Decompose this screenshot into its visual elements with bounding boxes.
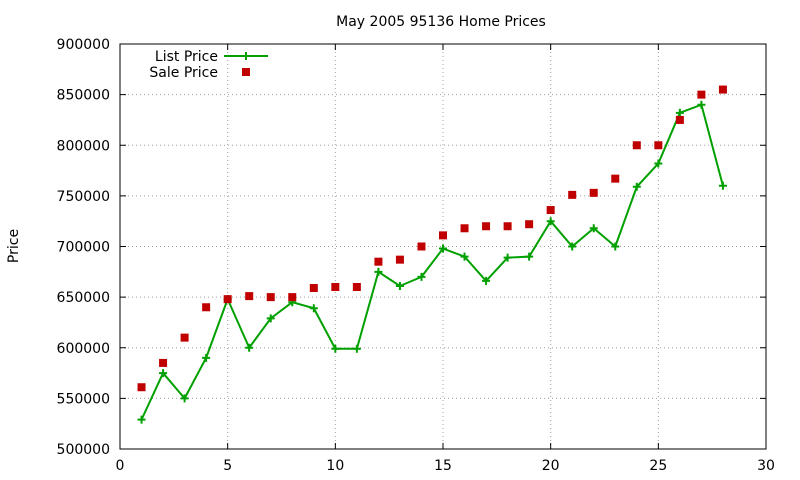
y-tick-label: 600000 bbox=[57, 341, 110, 357]
legend-item-sale-price: Sale Price bbox=[149, 65, 250, 81]
y-tick-label: 900000 bbox=[57, 37, 110, 53]
sale-price-point bbox=[632, 141, 641, 150]
sale-price-point bbox=[439, 231, 447, 240]
list-price-point bbox=[202, 353, 211, 362]
sale-price-point bbox=[137, 383, 146, 392]
x-tick-label: 0 bbox=[116, 458, 125, 474]
x-tick-label: 20 bbox=[542, 458, 560, 474]
list-price-point bbox=[482, 276, 491, 285]
list-price-point bbox=[331, 344, 340, 353]
series-layer bbox=[137, 85, 727, 424]
x-tick-label: 10 bbox=[326, 458, 344, 474]
x-tick-label: 5 bbox=[223, 458, 232, 474]
sale-price-point bbox=[202, 303, 211, 312]
list-price-point bbox=[266, 314, 275, 323]
sale-price-point bbox=[589, 188, 598, 197]
y-tick-label: 800000 bbox=[57, 138, 110, 154]
list-price-point bbox=[546, 217, 555, 226]
list-price-point bbox=[697, 100, 706, 109]
y-tick-label: 500000 bbox=[57, 442, 110, 458]
legend-marker bbox=[242, 52, 250, 60]
legend-marker bbox=[242, 68, 250, 76]
list-price-point bbox=[309, 304, 318, 313]
sale-price-point bbox=[374, 257, 383, 266]
y-tick-label: 700000 bbox=[57, 240, 110, 256]
list-price-point bbox=[611, 242, 620, 251]
list-price-point bbox=[352, 344, 361, 353]
sale-price-point bbox=[417, 242, 426, 251]
legend-label: Sale Price bbox=[149, 65, 218, 81]
sale-price-point bbox=[180, 333, 189, 342]
axis-layer: 500000 550000 600000 650000 700000 750000 8000… bbox=[57, 37, 775, 474]
y-tick-label: 650000 bbox=[57, 290, 110, 306]
list-price-point bbox=[245, 343, 254, 352]
list-price-point bbox=[460, 252, 469, 261]
sale-price-point bbox=[245, 292, 254, 301]
list-price-point bbox=[589, 224, 598, 233]
y-tick-label: 850000 bbox=[57, 88, 110, 104]
list-price-point bbox=[632, 182, 641, 191]
list-price-point bbox=[417, 272, 426, 281]
y-axis-label: Price bbox=[6, 229, 22, 263]
list-price-point bbox=[180, 394, 189, 403]
sale-price-point bbox=[697, 90, 706, 99]
list-price-point bbox=[439, 244, 447, 253]
sale-price-series bbox=[137, 85, 727, 392]
sale-price-point bbox=[611, 174, 620, 183]
list-price-point bbox=[374, 267, 383, 276]
list-price-point bbox=[503, 253, 512, 262]
legend-item-list-price: List Price bbox=[155, 49, 268, 65]
sale-price-point bbox=[482, 222, 491, 231]
sale-price-point bbox=[309, 284, 318, 293]
sale-price-point bbox=[654, 141, 663, 150]
list-price-point bbox=[675, 108, 684, 117]
list-price-point bbox=[159, 369, 168, 378]
legend-label: List Price bbox=[155, 49, 218, 65]
y-tick-label: 550000 bbox=[57, 391, 110, 407]
sale-price-point bbox=[503, 222, 512, 231]
sale-price-point bbox=[525, 220, 534, 229]
sale-price-point bbox=[266, 293, 275, 302]
list-price-point bbox=[568, 242, 577, 251]
x-tick-label: 15 bbox=[434, 458, 452, 474]
sale-price-point bbox=[159, 358, 168, 367]
x-tick-label: 25 bbox=[649, 458, 667, 474]
list-price-point bbox=[137, 415, 146, 424]
sale-price-point bbox=[395, 255, 404, 264]
list-price-point bbox=[525, 252, 534, 261]
y-tick-label: 750000 bbox=[57, 189, 110, 205]
sale-price-point bbox=[568, 190, 577, 199]
list-price-point bbox=[718, 181, 727, 190]
sale-price-point bbox=[352, 283, 361, 291]
list-price-point bbox=[654, 159, 663, 168]
sale-price-point bbox=[223, 295, 232, 304]
chart-title: May 2005 95136 Home Prices bbox=[336, 14, 546, 30]
x-tick-label: 30 bbox=[757, 458, 775, 474]
sale-price-point bbox=[546, 206, 555, 215]
sale-price-point bbox=[460, 224, 469, 233]
sale-price-point bbox=[331, 283, 340, 291]
sale-price-point bbox=[288, 293, 297, 302]
sale-price-point bbox=[718, 85, 727, 94]
sale-price-point bbox=[675, 115, 684, 124]
list-price-point bbox=[395, 281, 404, 290]
list-price-line bbox=[140, 103, 724, 421]
